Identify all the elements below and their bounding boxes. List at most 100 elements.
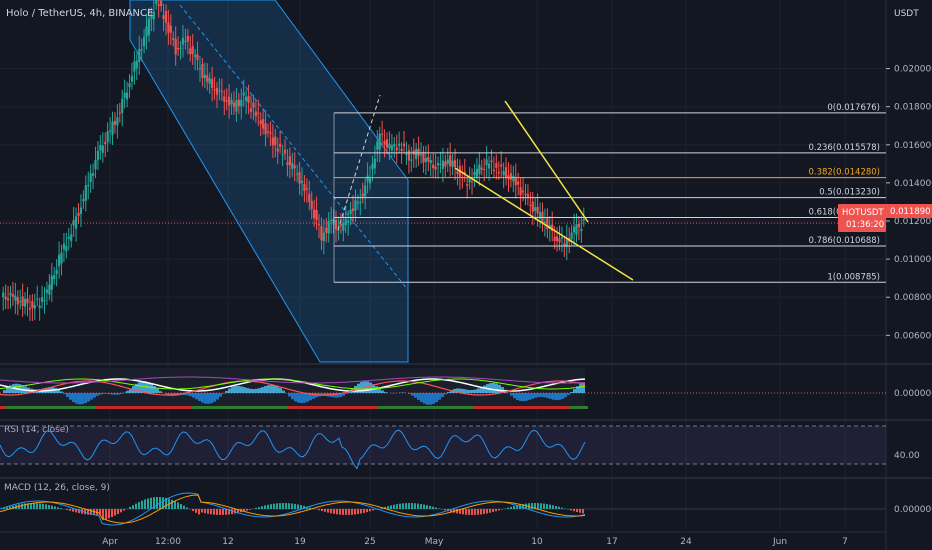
candle-body xyxy=(575,224,578,236)
candle-body xyxy=(439,164,442,166)
time-axis[interactable]: Apr 12:00 12 19 25 May 10 17 24 Jun 7 xyxy=(102,537,848,547)
candle-body xyxy=(274,136,277,146)
candle-body xyxy=(145,26,148,37)
candle-body xyxy=(305,188,308,190)
candle-body xyxy=(223,96,226,102)
candle-body xyxy=(514,176,517,186)
candle-body xyxy=(332,218,335,225)
price-tag-symbol: HOTUSDT xyxy=(842,208,884,218)
candle-body xyxy=(432,164,435,169)
candle-body xyxy=(6,298,10,301)
candle-body xyxy=(140,49,143,51)
candle-body xyxy=(385,139,389,148)
candle-body xyxy=(344,218,347,225)
candle-body xyxy=(524,193,527,195)
candle-body xyxy=(548,225,551,229)
price-tag: HOTUSDT 01:36:20 0.011890 xyxy=(838,204,932,232)
candle-body xyxy=(279,143,282,147)
candle-body xyxy=(194,54,197,58)
candle-body xyxy=(191,46,194,55)
candle-body xyxy=(269,132,272,134)
fib-label: 0(0.017676) xyxy=(827,103,880,113)
candle-body xyxy=(91,173,95,176)
candle-body xyxy=(446,159,449,164)
candle-body xyxy=(485,159,488,166)
candle-body xyxy=(72,220,75,226)
candle-body xyxy=(36,298,39,300)
candle-body xyxy=(334,219,338,230)
candle-body xyxy=(565,237,568,248)
candle-body xyxy=(419,154,423,156)
candle-body xyxy=(293,165,296,169)
candle-body xyxy=(245,96,248,101)
candle-body xyxy=(371,163,374,170)
candle-body xyxy=(215,87,219,95)
candle-body xyxy=(303,183,306,191)
candle-body xyxy=(257,112,260,114)
candle-body xyxy=(235,100,238,112)
candle-body xyxy=(538,212,542,219)
price-tag-countdown: 01:36:20 xyxy=(846,220,884,230)
candle-body xyxy=(130,75,134,82)
candle-body xyxy=(232,102,236,107)
candle-body xyxy=(198,68,202,70)
candle-body xyxy=(453,160,457,167)
candle-body xyxy=(325,227,328,233)
candle-body xyxy=(147,18,151,36)
candle-body xyxy=(434,166,437,170)
candle-body xyxy=(55,269,58,275)
candle-body xyxy=(291,162,294,170)
candle-body xyxy=(475,168,479,177)
candle-body xyxy=(444,161,447,167)
candle-body xyxy=(60,252,63,264)
candle-body xyxy=(228,96,231,106)
candle-body xyxy=(466,184,469,186)
candle-body xyxy=(468,178,471,183)
candle-body xyxy=(186,35,189,42)
candle-body xyxy=(252,102,255,108)
candle-body xyxy=(398,143,401,146)
x-tick-label: 25 xyxy=(364,537,375,547)
candle-body xyxy=(322,232,325,241)
candle-body xyxy=(504,167,508,178)
candle-body xyxy=(577,224,581,228)
candle-body xyxy=(560,237,564,239)
candle-body xyxy=(2,292,5,298)
candle-body xyxy=(393,143,396,147)
panel-title: MACD (12, 26, close, 9) xyxy=(4,483,110,493)
candle-body xyxy=(536,206,539,214)
candle-body xyxy=(99,144,102,151)
candle-body xyxy=(208,78,211,84)
candle-body xyxy=(201,63,204,78)
candle-body xyxy=(40,297,44,302)
candle-body xyxy=(313,209,316,219)
candle-body xyxy=(490,160,493,163)
trend-lines xyxy=(337,94,634,281)
candle-body xyxy=(364,185,367,197)
candle-body xyxy=(315,209,318,221)
candle-body xyxy=(143,36,146,47)
candle-body xyxy=(259,120,262,125)
candle-body xyxy=(310,200,313,210)
candle-body xyxy=(529,205,532,207)
candle-body xyxy=(521,190,525,193)
candle-body xyxy=(167,22,170,33)
candle-body xyxy=(79,207,83,214)
candle-body xyxy=(28,307,32,310)
fib-label: 0.236(0.015578) xyxy=(808,143,880,153)
candle-body xyxy=(330,219,333,221)
candle-body xyxy=(160,0,163,6)
candle-body xyxy=(502,171,505,176)
candle-body xyxy=(225,100,228,102)
candle-body xyxy=(317,223,321,225)
candle-body xyxy=(249,108,253,112)
candle-body xyxy=(184,40,187,42)
x-tick-label: May xyxy=(425,537,444,547)
channel-band xyxy=(129,0,409,363)
x-tick-label: 19 xyxy=(294,537,306,547)
